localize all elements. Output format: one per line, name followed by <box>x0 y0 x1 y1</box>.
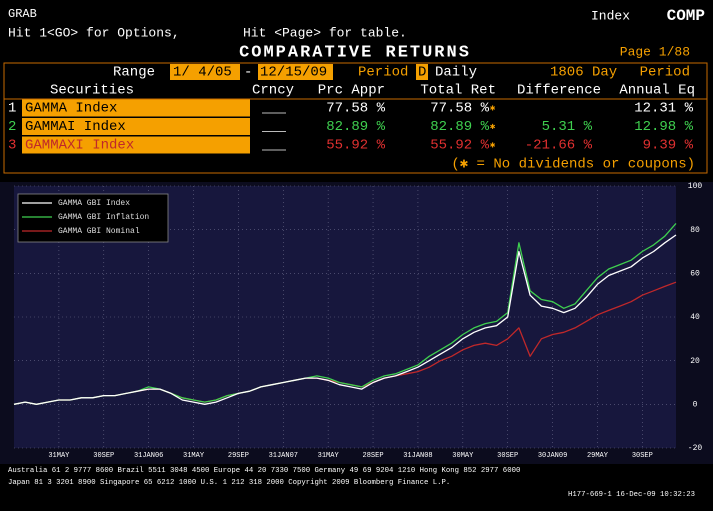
x-tick-label: 31MAY <box>183 452 205 460</box>
hint-options: Hit 1<GO> for Options, <box>8 25 180 40</box>
screen-title: COMPARATIVE RETURNS <box>239 43 471 62</box>
table-frame <box>3 62 708 174</box>
x-tick-label: 31JAN06 <box>134 452 163 460</box>
security-field[interactable] <box>22 99 250 117</box>
footer-line: Australia 61 2 9777 8600 Brazil 5511 304… <box>8 467 520 475</box>
total-ret: 82.89 % <box>430 119 489 135</box>
x-tick-label: 30JAN09 <box>538 452 567 460</box>
x-tick-label: 28SEP <box>363 452 384 460</box>
security-field[interactable] <box>22 118 250 135</box>
y-tick-label: 80 <box>690 226 700 235</box>
x-tick-label: 29MAY <box>587 452 609 460</box>
range-end-field[interactable] <box>258 64 333 80</box>
legend-label: GAMMA GBI Inflation <box>58 213 149 222</box>
period-label: Period <box>358 65 408 81</box>
prc-appr: 77.58 % <box>326 101 385 117</box>
legend-label: GAMMA GBI Nominal <box>58 227 140 236</box>
security-label: Index <box>591 8 630 23</box>
total-ret: 77.58 % <box>430 101 489 117</box>
column-header: Annual Eq <box>619 83 695 99</box>
row-index: 1 <box>8 101 16 117</box>
y-tick-label: -20 <box>688 444 703 453</box>
annual-eq: 12.98 % <box>634 119 693 135</box>
y-tick-label: 60 <box>690 269 700 278</box>
x-tick-label: 31MAY <box>318 452 340 460</box>
legend: GAMMA GBI Index GAMMA GBI Inflation GAMMA … <box>17 193 169 243</box>
y-tick-label: 20 <box>690 357 700 366</box>
column-header: Securities <box>50 83 134 99</box>
axes: -20 0 20 40 60 80 100 31MAY 30SEP 31JAN06 31MAY 29S… <box>48 182 702 460</box>
row-index: 3 <box>8 138 16 154</box>
security-name: GAMMA Index <box>25 101 117 117</box>
x-tick-label: 30SEP <box>93 452 114 460</box>
range-start: 1/ 4/05 <box>173 65 232 81</box>
period-value: Daily <box>435 65 477 81</box>
lines <box>13 222 677 405</box>
prc-appr: 82.89 % <box>326 119 385 135</box>
footer: Australia 61 2 9777 8600 Brazil 5511 304… <box>8 467 695 499</box>
y-tick-label: 100 <box>688 182 703 191</box>
row-index: 2 <box>8 119 16 135</box>
annual-eq: 9.39 % <box>643 138 694 154</box>
column-header: Crncy <box>252 83 294 99</box>
security-field[interactable] <box>22 136 250 154</box>
security-name: GAMMAXI Index <box>25 138 134 154</box>
difference: 5.31 % <box>542 119 593 135</box>
difference: -21.66 % <box>525 138 593 154</box>
security-name: GAMMAI Index <box>25 119 126 135</box>
days: 1806 Day <box>550 65 617 81</box>
dividend-mark: ✱ <box>490 122 496 132</box>
column-header: Total Ret <box>420 83 496 99</box>
footer-line: H177-669-1 16-Dec-09 10:32:23 <box>568 491 695 499</box>
column-header: Difference <box>517 83 601 99</box>
security-code: COMP <box>667 7 705 25</box>
legend-label: GAMMA GBI Index <box>58 199 130 208</box>
range-start-field[interactable] <box>170 64 240 80</box>
legend-box <box>17 193 169 243</box>
y-tick-label: 0 <box>693 400 698 409</box>
x-tick-label: 30SEP <box>632 452 653 460</box>
total-ret: 55.92 % <box>430 138 489 154</box>
hint-page: Hit <Page> for table. <box>243 25 407 40</box>
table: GRAB Index COMP Hit 1<GO> for Options, Hit <… <box>4 7 707 173</box>
period-label-2: Period <box>640 65 690 81</box>
column-header: Prc Appr <box>318 83 385 99</box>
x-tick-label: 29SEP <box>228 452 249 460</box>
range-end: 12/15/09 <box>260 65 327 81</box>
annual-eq: 12.31 % <box>634 101 693 117</box>
dividend-mark: ✱ <box>490 140 496 150</box>
x-tick-label: 31JAN07 <box>269 452 298 460</box>
period-code: D <box>418 65 426 81</box>
prc-appr: 55.92 % <box>326 138 385 154</box>
series-line <box>13 234 677 405</box>
footer-line: Japan 81 3 3201 8900 Singapore 65 6212 1… <box>8 479 450 487</box>
note: (✱ = No dividends or coupons) <box>451 157 695 173</box>
x-tick-label: 31MAY <box>48 452 70 460</box>
range-dash: - <box>244 65 252 81</box>
y-tick-label: 40 <box>690 313 700 322</box>
dividend-mark: ✱ <box>490 103 496 113</box>
range-label: Range <box>113 65 155 81</box>
x-tick-label: 30SEP <box>497 452 518 460</box>
page-number: Page 1/88 <box>620 44 690 59</box>
x-tick-label: 30MAY <box>452 452 474 460</box>
function-code: GRAB <box>8 7 37 21</box>
x-tick-label: 31JAN08 <box>403 452 432 460</box>
period-code-field[interactable] <box>416 64 428 80</box>
